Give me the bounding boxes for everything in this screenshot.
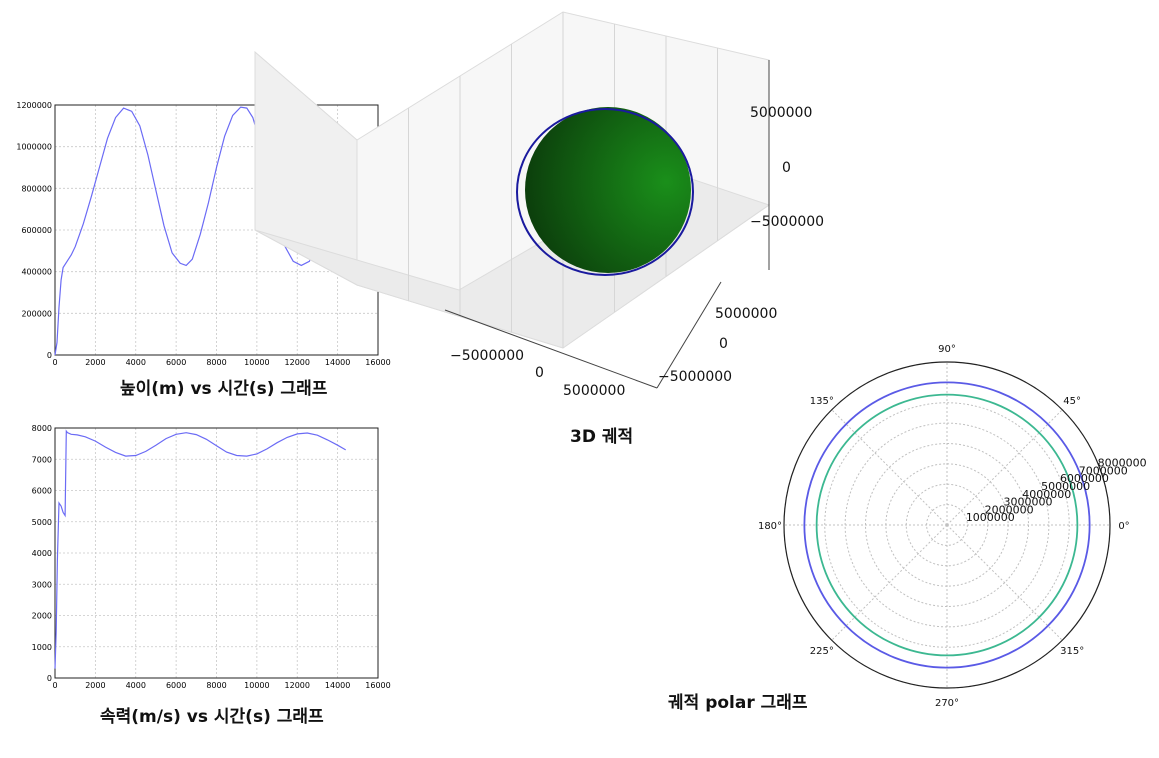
- altitude-x-tick-label: 2000: [85, 358, 105, 367]
- polar-angle-gridline: [946, 524, 1063, 641]
- polar-r-tick-label: 5000000: [1041, 480, 1090, 493]
- polar-r-tick-label: 1000000: [966, 511, 1015, 524]
- speed-x-tick-label: 8000: [206, 681, 226, 690]
- polar-angle-label: 315°: [1060, 646, 1084, 657]
- polar-series-line: [815, 393, 1079, 657]
- polar-r-tick-label: 2000000: [985, 503, 1034, 516]
- polar-r-tick-label: 6000000: [1060, 472, 1109, 485]
- speed-y-tick-label: 7000: [32, 455, 52, 464]
- polar-angle-label: 45°: [1063, 396, 1081, 407]
- polar-angle-gridline: [831, 524, 948, 641]
- polar-r-tick-label: 7000000: [1079, 464, 1128, 477]
- speed-x-tick-label: 14000: [325, 681, 350, 690]
- polar-r-tick-label: 4000000: [1022, 488, 1071, 501]
- orbit-path: [516, 108, 694, 276]
- altitude-x-tick-label: 12000: [285, 358, 310, 367]
- altitude-x-tick-label: 16000: [365, 358, 390, 367]
- y-tick-label: 5000000: [715, 306, 777, 322]
- speed-x-tick-label: 6000: [166, 681, 186, 690]
- polar-chart: 0° 45° 90° 135° 180° 225° 270° 315° 1000000 20000…: [740, 325, 1159, 720]
- altitude-y-tick-label: 1000000: [16, 143, 52, 152]
- polar-angle-gridline: [946, 409, 1063, 526]
- speed-x-tick-label: 4000: [126, 681, 146, 690]
- y-axis-3d: [656, 281, 722, 389]
- y-tick-label: 0: [719, 336, 728, 352]
- earth-sphere: [525, 107, 691, 273]
- x-axis-3d: [444, 309, 658, 389]
- speed-chart-title: 속력(m/s) vs 시간(s) 그래프: [100, 707, 324, 727]
- speed-y-tick-label: 1000: [32, 643, 52, 652]
- polar-angle-label: 0°: [1118, 521, 1129, 532]
- polar-angle-label: 90°: [938, 344, 956, 355]
- speed-x-tick-label: 12000: [285, 681, 310, 690]
- speed-plot: 0 2000 4000 6000 8000 10000 12000 14000 16000 0 10…: [32, 424, 391, 690]
- altitude-chart-title: 높이(m) vs 시간(s) 그래프: [120, 379, 328, 399]
- speed-x-tick-label: 0: [52, 681, 57, 690]
- altitude-y-tick-label: 200000: [21, 309, 52, 318]
- polar-r-gridcircle: [824, 402, 1070, 648]
- polar-angle-label: 270°: [935, 698, 959, 709]
- polar-angle-gridline: [831, 409, 948, 526]
- speed-x-tick-label: 10000: [244, 681, 269, 690]
- x-tick-label: 0: [535, 365, 544, 381]
- speed-axes-frame: [54, 427, 379, 679]
- trajectory-3d-chart: 5000000 0 −5000000 −5000000 0 5000000 5000000 0…: [245, 0, 835, 410]
- altitude-x-tick-label: 10000: [244, 358, 269, 367]
- polar-frame: [783, 361, 1111, 689]
- altitude-x-tick-label: 8000: [206, 358, 226, 367]
- polar-angle-label: 180°: [758, 521, 782, 532]
- altitude-y-tick-label: 600000: [21, 226, 52, 235]
- altitude-x-tick-label: 0: [52, 358, 57, 367]
- polar-angle-label: 135°: [810, 396, 834, 407]
- polar-r-tick-label: 8000000: [1098, 457, 1147, 470]
- altitude-x-tick-label: 6000: [166, 358, 186, 367]
- speed-y-tick-label: 2000: [32, 612, 52, 621]
- polar-series-line: [803, 381, 1091, 669]
- speed-y-tick-label: 8000: [32, 424, 52, 433]
- altitude-y-tick-label: 0: [47, 351, 52, 360]
- trajectory-3d-title: 3D 궤적: [570, 427, 634, 447]
- altitude-y-tick-label: 1200000: [16, 101, 52, 110]
- polar-chart-title: 궤적 polar 그래프: [668, 693, 808, 713]
- y-tick-label: −5000000: [658, 369, 732, 385]
- z-tick-label: 5000000: [750, 105, 812, 121]
- polar-r-tick-label: 3000000: [1003, 496, 1052, 509]
- speed-y-tick-label: 0: [47, 674, 52, 683]
- altitude-x-tick-label: 4000: [126, 358, 146, 367]
- x-tick-label: −5000000: [450, 348, 524, 364]
- polar-angle-label: 225°: [810, 646, 834, 657]
- z-tick-label: 0: [782, 160, 791, 176]
- x-tick-label: 5000000: [563, 383, 625, 399]
- speed-series-line: [54, 429, 347, 669]
- speed-y-tick-label: 3000: [32, 580, 52, 589]
- altitude-x-tick-label: 14000: [325, 358, 350, 367]
- altitude-y-tick-label: 800000: [21, 184, 52, 193]
- z-tick-label: −5000000: [750, 214, 824, 230]
- altitude-series-line: [54, 106, 347, 356]
- speed-chart: 0 2000 4000 6000 8000 10000 12000 14000 16000 0 10…: [0, 420, 410, 710]
- speed-x-tick-label: 2000: [85, 681, 105, 690]
- altitude-y-tick-label: 400000: [21, 268, 52, 277]
- trajectory-3d-plot: 5000000 0 −5000000 −5000000 0 5000000 5000000 0…: [254, 11, 824, 399]
- polar-plot: 0° 45° 90° 135° 180° 225° 270° 315° 100000020000…: [758, 344, 1147, 709]
- speed-y-tick-label: 4000: [32, 549, 52, 558]
- speed-x-tick-label: 16000: [365, 681, 390, 690]
- speed-y-tick-label: 6000: [32, 487, 52, 496]
- speed-y-tick-label: 5000: [32, 518, 52, 527]
